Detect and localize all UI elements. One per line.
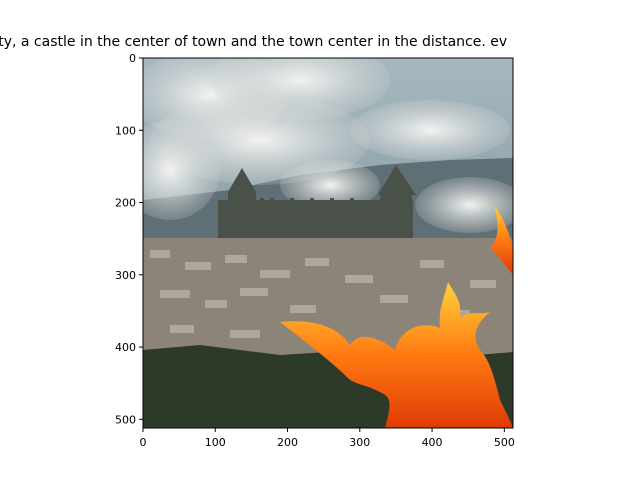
x-tick-label: 400 (422, 436, 443, 449)
smoke-clouds (143, 58, 513, 233)
castle (218, 165, 416, 242)
axes-frame (142, 57, 514, 429)
x-tick-label: 0 (140, 436, 147, 449)
x-axis: 0 100 200 300 400 500 (140, 428, 515, 449)
y-axis: 0 100 200 300 400 500 (115, 52, 143, 426)
y-tick-label: 500 (115, 413, 136, 426)
y-tick-label: 200 (115, 197, 136, 210)
chart-title: party, a castle in the center of town an… (0, 34, 640, 54)
y-tick-label: 400 (115, 341, 136, 354)
fire-flames (280, 205, 513, 428)
x-tick-label: 300 (349, 436, 370, 449)
y-tick-label: 300 (115, 269, 136, 282)
image-content (143, 58, 513, 428)
chart-title-text: party, a castle in the center of town an… (0, 34, 508, 50)
y-tick-label: 0 (129, 52, 136, 65)
x-tick-label: 100 (205, 436, 226, 449)
y-tick-label: 100 (115, 124, 136, 137)
x-tick-label: 200 (277, 436, 298, 449)
x-tick-label: 500 (494, 436, 515, 449)
